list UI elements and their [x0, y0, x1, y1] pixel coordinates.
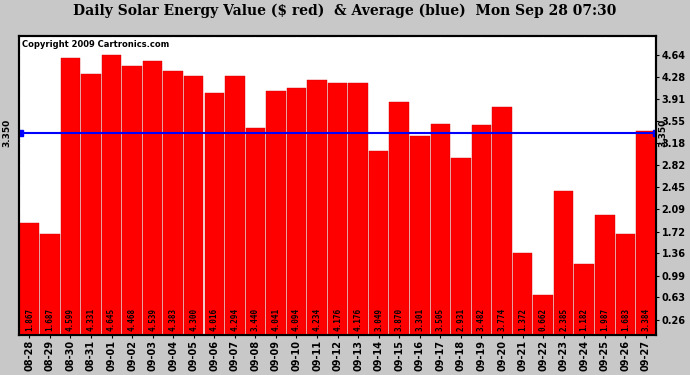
Bar: [410, 136, 430, 335]
Text: 1.987: 1.987: [600, 308, 609, 331]
Bar: [431, 124, 450, 335]
Bar: [184, 76, 204, 335]
Text: 1.683: 1.683: [621, 308, 630, 331]
Text: 4.468: 4.468: [128, 308, 137, 331]
Bar: [328, 83, 347, 335]
Text: 4.041: 4.041: [271, 308, 280, 331]
Text: 4.383: 4.383: [168, 308, 177, 331]
Bar: [451, 158, 471, 335]
Bar: [389, 102, 409, 335]
Text: 3.350: 3.350: [658, 119, 667, 147]
Bar: [40, 234, 59, 335]
Text: 4.539: 4.539: [148, 308, 157, 331]
Text: 1.687: 1.687: [46, 308, 55, 331]
Text: 1.182: 1.182: [580, 308, 589, 331]
Text: 2.385: 2.385: [559, 308, 568, 331]
Text: 0.662: 0.662: [539, 308, 548, 331]
Bar: [266, 92, 286, 335]
Bar: [307, 80, 327, 335]
Bar: [246, 128, 265, 335]
Bar: [122, 66, 142, 335]
Text: 3.482: 3.482: [477, 308, 486, 331]
Bar: [143, 61, 162, 335]
Bar: [492, 108, 512, 335]
Text: 4.094: 4.094: [292, 308, 301, 331]
Text: Daily Solar Energy Value ($ red)  & Average (blue)  Mon Sep 28 07:30: Daily Solar Energy Value ($ red) & Avera…: [73, 4, 617, 18]
Text: 4.016: 4.016: [210, 308, 219, 331]
Text: 3.870: 3.870: [395, 308, 404, 331]
Bar: [513, 252, 532, 335]
Bar: [554, 191, 573, 335]
Text: 4.645: 4.645: [107, 308, 116, 331]
Text: 3.049: 3.049: [374, 308, 383, 331]
Text: 4.300: 4.300: [189, 308, 198, 331]
Text: 4.176: 4.176: [333, 308, 342, 331]
Bar: [101, 55, 121, 335]
Bar: [533, 296, 553, 335]
Text: 1.372: 1.372: [518, 308, 527, 331]
Text: Copyright 2009 Cartronics.com: Copyright 2009 Cartronics.com: [22, 40, 170, 50]
Text: 3.774: 3.774: [497, 308, 506, 331]
Bar: [595, 215, 615, 335]
Bar: [204, 93, 224, 335]
Text: 3.505: 3.505: [436, 308, 445, 331]
Text: 3.384: 3.384: [642, 308, 651, 331]
Bar: [369, 151, 388, 335]
Text: 4.234: 4.234: [313, 308, 322, 331]
Text: 3.350: 3.350: [2, 119, 11, 147]
Bar: [348, 83, 368, 335]
Bar: [19, 223, 39, 335]
Bar: [636, 131, 656, 335]
Text: 4.176: 4.176: [354, 308, 363, 331]
Bar: [225, 76, 244, 335]
Bar: [164, 71, 183, 335]
Bar: [575, 264, 594, 335]
Text: 2.931: 2.931: [456, 308, 465, 331]
Bar: [615, 234, 635, 335]
Bar: [287, 88, 306, 335]
Text: 3.440: 3.440: [251, 308, 260, 331]
Bar: [472, 125, 491, 335]
Text: 4.331: 4.331: [86, 308, 95, 331]
Text: 1.867: 1.867: [25, 308, 34, 331]
Text: 4.294: 4.294: [230, 308, 239, 331]
Text: 3.301: 3.301: [415, 308, 424, 331]
Bar: [61, 58, 80, 335]
Text: 4.599: 4.599: [66, 308, 75, 331]
Bar: [81, 74, 101, 335]
